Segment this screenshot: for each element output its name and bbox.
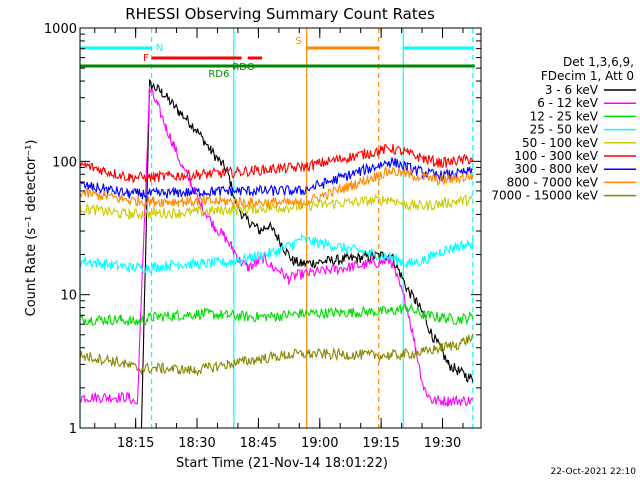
axes: 1 10 100 1000 18:15 18:30 18:45 19:00 19:15 19:30 xyxy=(44,22,482,451)
flag-label-3: RD6 xyxy=(208,69,229,80)
series-line-8 xyxy=(80,333,474,377)
x-tick-label-4: 19:15 xyxy=(362,436,399,451)
x-tick-label-5: 19:30 xyxy=(424,436,461,451)
series-line-6 xyxy=(80,157,474,200)
series-line-2 xyxy=(80,302,474,326)
legend-entry-7: 800 - 7000 keV xyxy=(507,175,599,189)
x-tick-label-0: 18:15 xyxy=(117,436,154,451)
legend-entry-3: 25 - 50 keV xyxy=(530,123,599,137)
legend-entry-8: 7000 - 15000 keV xyxy=(491,189,598,203)
legend-entry-1: 6 - 12 keV xyxy=(537,96,599,110)
series-line-3 xyxy=(80,233,474,274)
y-axis-label: Count Rate (s⁻¹ detector⁻¹) xyxy=(24,140,39,317)
legend-entry-5: 100 - 300 keV xyxy=(514,149,598,163)
y-tick-label-3: 1000 xyxy=(44,22,77,37)
series-line-7 xyxy=(80,165,474,209)
legend-header-1: FDecim 1, Att 0 xyxy=(541,69,634,83)
legend-entry-6: 300 - 800 keV xyxy=(514,162,598,176)
chart-title: RHESSI Observing Summary Count Rates xyxy=(125,5,435,23)
series-line-0 xyxy=(140,78,474,428)
x-tick-label-1: 18:30 xyxy=(178,436,215,451)
x-axis-label: Start Time (21-Nov-14 18:01:22) xyxy=(176,456,388,471)
plot-frame xyxy=(79,27,482,429)
x-tick-label-2: 18:45 xyxy=(240,436,277,451)
series-line-5 xyxy=(80,143,474,184)
series-line-4 xyxy=(80,193,473,221)
series-line-1 xyxy=(80,85,474,408)
flag-label-2: F xyxy=(143,53,149,64)
date-stamp: 22-Oct-2021 22:10 xyxy=(551,467,637,477)
flag-label-1: S xyxy=(295,36,301,47)
legend-entry-4: 50 - 100 keV xyxy=(522,136,599,150)
y-tick-label-2: 100 xyxy=(52,155,77,170)
legend-header-0: Det 1,3,6,9, xyxy=(563,55,634,69)
y-tick-label-1: 10 xyxy=(60,289,77,304)
plot-inner xyxy=(80,28,474,428)
x-tick-label-3: 19:00 xyxy=(301,436,338,451)
legend-entry-0: 3 - 6 keV xyxy=(545,83,599,97)
y-tick-label-0: 1 xyxy=(69,422,77,437)
legend-entry-2: 12 - 25 keV xyxy=(530,109,599,123)
flag-label-4: RDO xyxy=(232,62,255,73)
flag-label-0: N xyxy=(156,43,163,54)
